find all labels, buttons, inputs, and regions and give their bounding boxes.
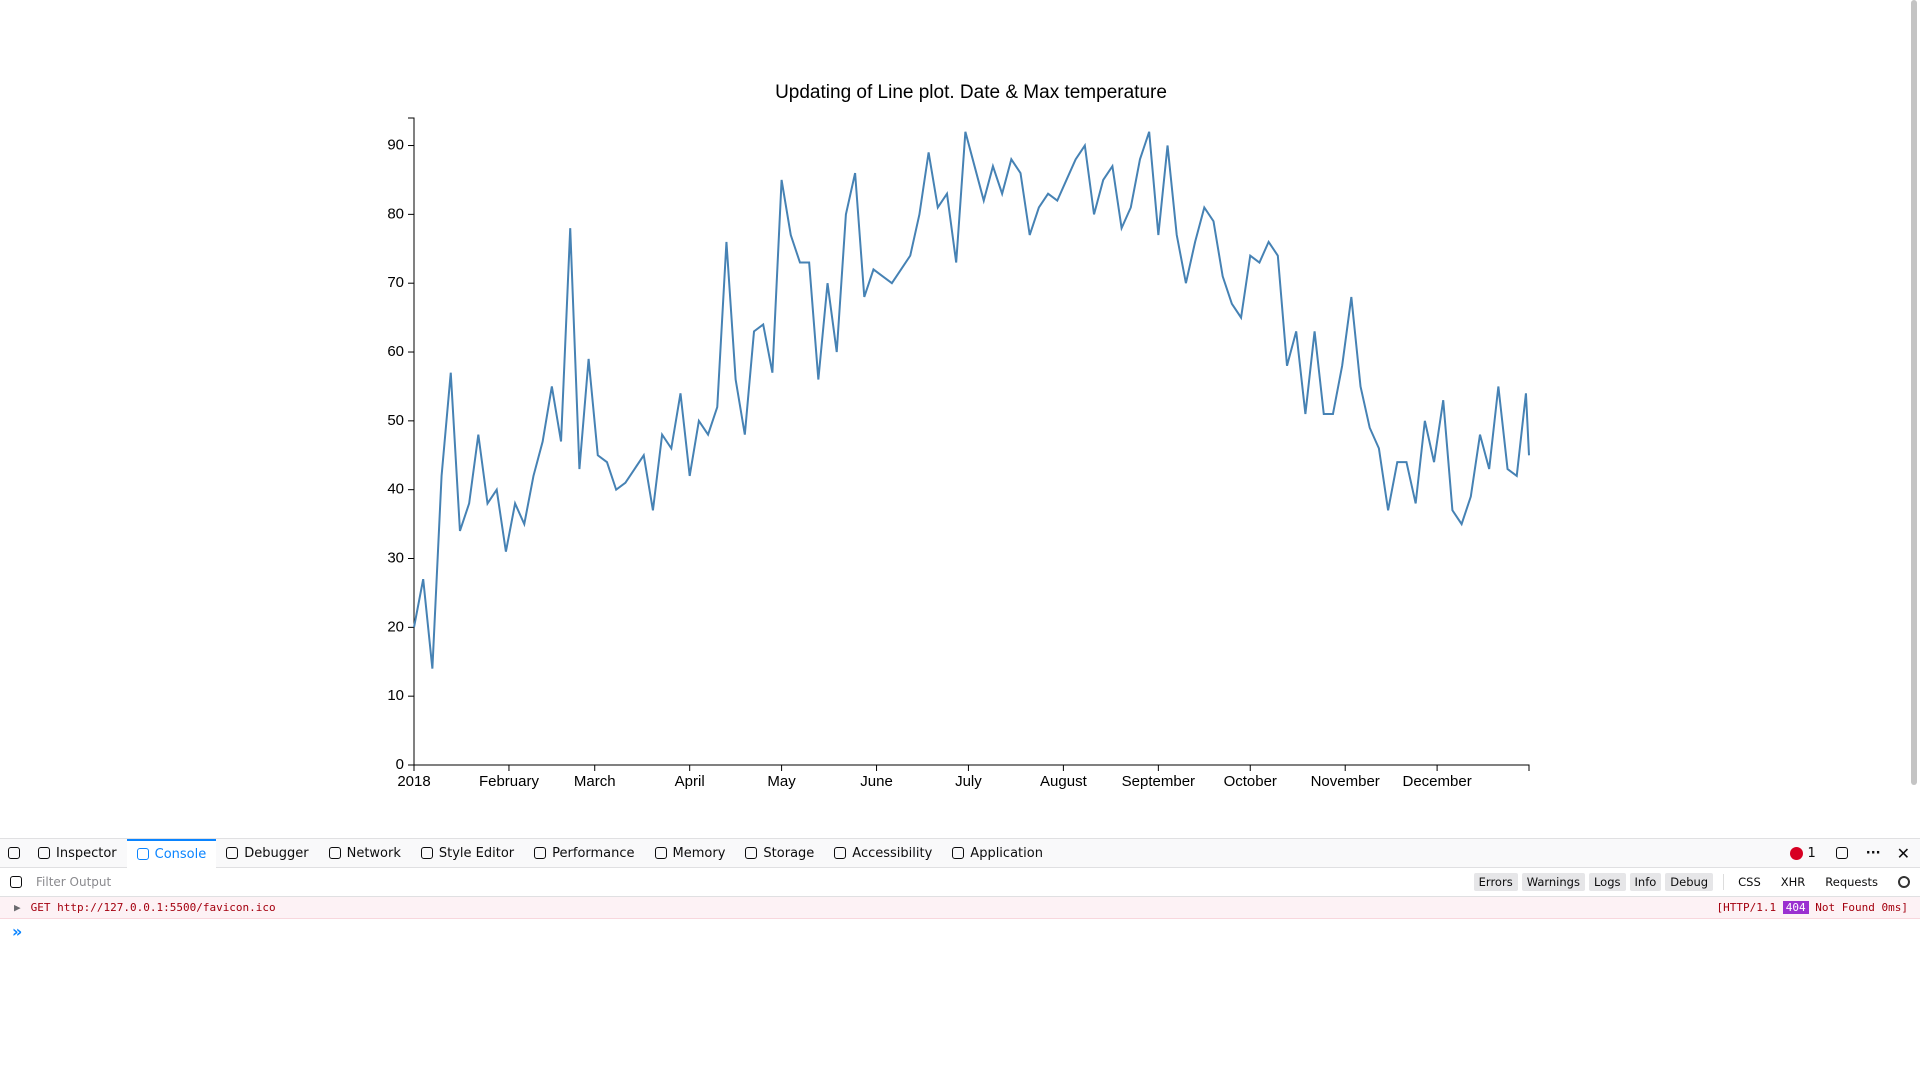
filter-button[interactable]: Warnings (1521, 873, 1585, 891)
tab-label: Debugger (244, 845, 309, 861)
y-tick-label: 10 (387, 687, 404, 704)
filter-button[interactable]: Logs (1588, 873, 1626, 891)
error-count: 1 (1807, 845, 1816, 861)
url[interactable]: http://127.0.0.1:5500/favicon.ico (57, 901, 276, 914)
log-message[interactable]: ▶ GET http://127.0.0.1:5500/favicon.ico … (0, 897, 1920, 919)
tab-icon (745, 847, 758, 859)
dock-button[interactable] (1835, 847, 1848, 859)
y-tick-label: 60 (387, 343, 404, 360)
expand-arrow[interactable]: ▶ (14, 901, 21, 914)
y-tick-label: 70 (387, 274, 404, 291)
separator (1723, 874, 1725, 890)
clear-button[interactable] (10, 876, 22, 888)
menu-button[interactable]: ··· (1865, 845, 1881, 861)
x-tick-label: June (860, 773, 893, 790)
x-tick-label: August (1040, 773, 1088, 790)
x-axis (413, 764, 1530, 771)
picker-button[interactable] (0, 839, 28, 868)
x-tick-label: December (1403, 773, 1472, 790)
devtools-tab[interactable]: Performance (524, 839, 644, 868)
chart-title: Updating of Line plot. Date & Max temper… (775, 82, 1167, 103)
x-tick-label: March (574, 773, 616, 790)
status-text: Not Found 0ms] (1815, 901, 1908, 914)
y-tick-label: 50 (387, 412, 404, 429)
tab-icon (328, 847, 341, 859)
tab-icon (834, 847, 847, 859)
devtools-tab[interactable]: Inspector (28, 839, 127, 868)
y-tick-label: 80 (387, 205, 404, 222)
y-axis (408, 117, 415, 766)
chart: Updating of Line plot. Date & Max temper… (387, 82, 1530, 790)
y-tick-label: 40 (387, 481, 404, 498)
y-tick-label: 0 (396, 756, 404, 773)
filter-toggle[interactable]: CSS (1738, 875, 1761, 889)
tab-icon (654, 847, 667, 859)
tab-label: Network (346, 845, 401, 861)
scrollbar[interactable] (1911, 0, 1917, 785)
tab-label: Style Editor (438, 845, 515, 861)
tab-icon (534, 847, 547, 859)
tab-label: Storage (763, 845, 815, 861)
devtools-tab[interactable]: Accessibility (824, 839, 942, 868)
prompt: » (12, 921, 23, 941)
settings-button[interactable] (1898, 876, 1910, 888)
tab-icon (952, 847, 965, 859)
data-line (413, 131, 1530, 669)
devtools-tab[interactable]: Memory (645, 839, 736, 868)
tab-label: Inspector (56, 845, 117, 861)
x-tick-label: 2018 (397, 773, 430, 790)
devtools-toolbar: Inspector Console Debugger Network Style Edi… (0, 838, 1920, 868)
close-button[interactable]: ✕ (1896, 843, 1910, 863)
x-tick-label: October (1224, 773, 1277, 790)
x-tick-label: November (1311, 773, 1380, 790)
x-tick-label: May (767, 773, 796, 790)
devtools-tab[interactable]: Console (126, 838, 217, 868)
filter-toggle[interactable]: XHR (1780, 875, 1806, 889)
devtools-tab[interactable]: Style Editor (411, 839, 524, 868)
devtools-tab[interactable]: Network (319, 839, 411, 868)
x-tick-label: September (1122, 773, 1195, 790)
method: GET (30, 901, 51, 914)
tab-icon (38, 847, 50, 859)
filter-bar: Filter Output Errors Warnings Logs Info Debu… (0, 868, 1920, 897)
console-input[interactable]: » (0, 919, 1920, 943)
devtools: Inspector Console Debugger Network Style Edi… (0, 838, 1920, 1081)
tab-label: Accessibility (852, 845, 933, 861)
y-tick-label: 90 (387, 137, 404, 154)
x-tick-label: February (479, 773, 540, 790)
status-code: 404 (1782, 901, 1809, 914)
x-tick-label: July (955, 773, 982, 790)
tab-icon (136, 848, 149, 860)
tab-label: Memory (672, 845, 726, 861)
error-counter[interactable]: 1 (1790, 845, 1816, 861)
y-tick-label: 20 (387, 618, 404, 635)
filter-input[interactable]: Filter Output (36, 875, 112, 889)
x-tick-label: April (675, 773, 705, 790)
tab-label: Performance (552, 845, 635, 861)
tab-icon (226, 847, 239, 859)
filter-button[interactable]: Errors (1473, 873, 1518, 891)
tab-label: Console (154, 846, 207, 862)
devtools-tab[interactable]: Storage (735, 839, 824, 868)
tab-label: Application (970, 845, 1043, 861)
filter-toggle[interactable]: Requests (1825, 875, 1878, 889)
devtools-tab[interactable]: Application (942, 839, 1053, 868)
devtools-tab[interactable]: Debugger (216, 839, 318, 868)
status-prefix: [HTTP/1.1 (1716, 901, 1777, 914)
filter-button[interactable]: Info (1629, 873, 1662, 891)
y-tick-label: 30 (387, 549, 404, 566)
filter-button[interactable]: Debug (1665, 873, 1714, 891)
tab-icon (420, 847, 433, 859)
